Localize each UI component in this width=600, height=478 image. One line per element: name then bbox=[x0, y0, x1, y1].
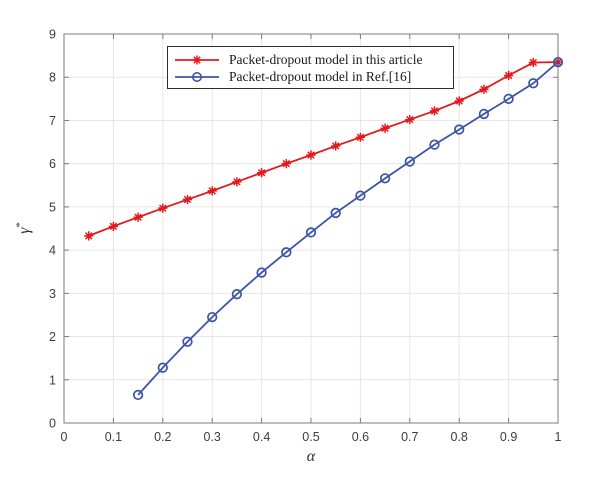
asterisk-marker bbox=[108, 221, 118, 231]
y-tick-label: 6 bbox=[49, 157, 56, 171]
circle-marker bbox=[404, 156, 415, 167]
x-tick-label: 0.8 bbox=[451, 430, 468, 444]
y-axis-label: γ* bbox=[13, 222, 34, 234]
asterisk-marker bbox=[232, 177, 242, 187]
circle-marker bbox=[231, 289, 243, 300]
y-tick-label: 3 bbox=[49, 287, 56, 301]
circle-marker bbox=[552, 56, 564, 68]
y-tick-label: 7 bbox=[49, 114, 56, 128]
y-tick-label: 5 bbox=[49, 200, 56, 214]
asterisk-marker bbox=[281, 159, 291, 169]
asterisk-marker bbox=[454, 96, 464, 106]
asterisk-marker bbox=[528, 57, 538, 68]
tick-labels: 0 0.1 0.2 0.3 0.4 0.5 0.6 0.7 0.8 0.9 1 0 1 2 3 4 5 6 7 8 9 bbox=[49, 28, 561, 444]
circle-marker-sample-icon bbox=[175, 71, 219, 82]
x-tick-label: 0 bbox=[61, 430, 68, 444]
asterisk-marker bbox=[553, 57, 563, 67]
asterisk-marker-sample-icon bbox=[175, 55, 219, 64]
asterisk-marker bbox=[257, 168, 267, 178]
x-tick-label: 0.3 bbox=[204, 430, 221, 444]
asterisk-marker bbox=[182, 194, 193, 205]
circle-marker bbox=[528, 78, 539, 89]
y-tick-label: 4 bbox=[49, 244, 56, 258]
asterisk-marker bbox=[405, 114, 415, 125]
x-tick-label: 0.6 bbox=[352, 430, 369, 444]
circle-marker bbox=[256, 267, 267, 278]
y-tick-label: 8 bbox=[49, 71, 56, 85]
circle-marker bbox=[207, 311, 218, 323]
y-tick-label: 2 bbox=[49, 330, 56, 344]
asterisk-marker bbox=[84, 231, 94, 241]
tick-marks bbox=[63, 33, 559, 424]
asterisk-marker bbox=[479, 84, 489, 94]
circle-marker bbox=[429, 139, 440, 150]
legend-label: Packet-dropout model in Ref.[16] bbox=[229, 68, 412, 84]
asterisk-marker bbox=[158, 203, 168, 213]
x-tick-label: 0.1 bbox=[105, 430, 122, 444]
asterisk-marker bbox=[133, 212, 143, 222]
series-1 bbox=[132, 56, 564, 401]
circle-marker bbox=[355, 190, 366, 201]
asterisk-marker bbox=[331, 141, 341, 151]
series-line bbox=[88, 61, 559, 237]
asterisk-marker bbox=[504, 70, 514, 81]
x-tick-label: 0.4 bbox=[253, 430, 270, 444]
circle-marker bbox=[157, 362, 168, 373]
x-tick-label: 0.2 bbox=[154, 430, 171, 444]
x-tick-label: 0.7 bbox=[401, 430, 418, 444]
x-tick-label: 0.5 bbox=[302, 430, 319, 444]
y-tick-label: 0 bbox=[49, 417, 56, 431]
x-axis-label: α bbox=[306, 448, 316, 465]
asterisk-marker bbox=[306, 150, 316, 160]
circle-marker bbox=[182, 336, 193, 347]
circle-marker bbox=[281, 247, 292, 258]
x-tick-label: 1 bbox=[555, 430, 562, 444]
asterisk-marker bbox=[380, 123, 390, 133]
y-tick-label: 1 bbox=[49, 373, 56, 387]
circle-marker bbox=[503, 93, 514, 104]
legend-item-ref16: Packet-dropout model in Ref.[16] bbox=[174, 68, 449, 85]
circle-marker bbox=[379, 173, 391, 184]
x-tick-label: 0.9 bbox=[500, 430, 517, 444]
series-0 bbox=[84, 57, 563, 241]
series-line bbox=[137, 61, 559, 396]
circle-marker bbox=[478, 108, 490, 120]
asterisk-marker bbox=[429, 106, 440, 116]
legend: Packet-dropout model in this article Pac… bbox=[167, 46, 454, 89]
y-tick-label: 9 bbox=[49, 28, 56, 42]
circle-marker bbox=[305, 227, 317, 238]
asterisk-marker bbox=[207, 186, 217, 196]
circle-marker bbox=[330, 207, 341, 219]
circle-marker bbox=[132, 389, 144, 401]
asterisk-marker bbox=[355, 132, 365, 142]
circle-marker bbox=[454, 124, 465, 135]
legend-label: Packet-dropout model in this article bbox=[229, 51, 423, 67]
legend-item-this-article: Packet-dropout model in this article bbox=[174, 51, 449, 68]
